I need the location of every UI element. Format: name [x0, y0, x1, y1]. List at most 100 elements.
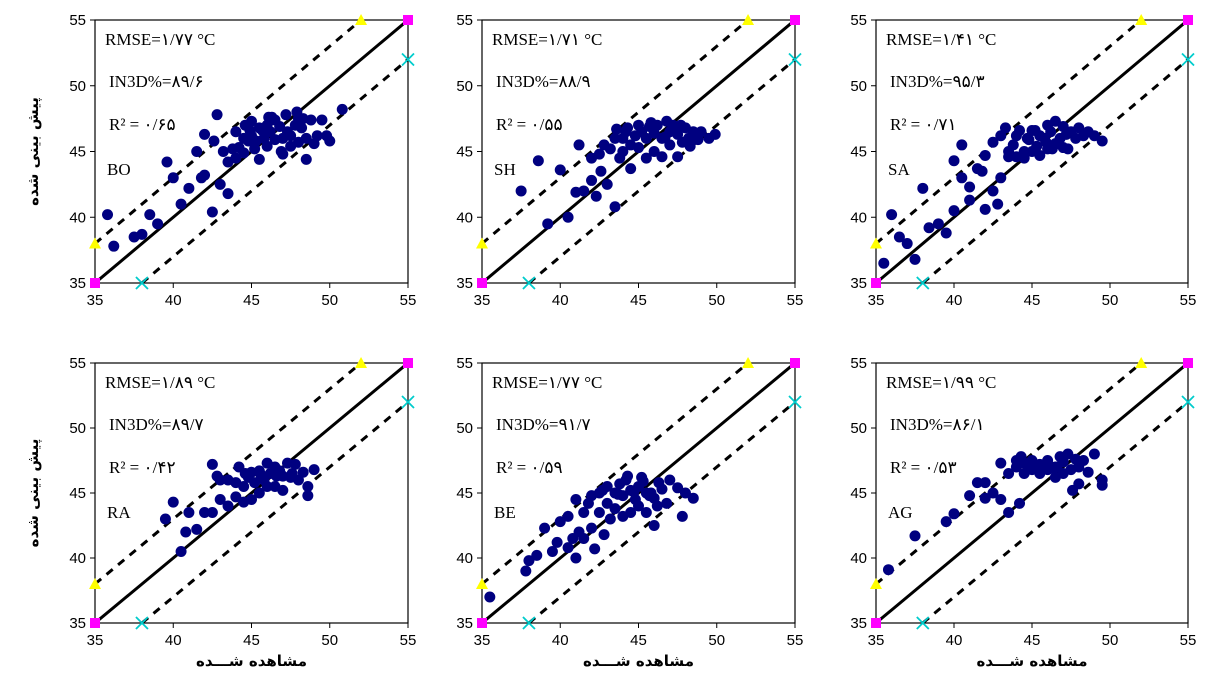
upper-bound-marker — [89, 237, 101, 249]
x-tick-label: 50 — [708, 292, 725, 309]
data-point — [274, 121, 286, 133]
data-point — [239, 468, 251, 479]
data-point — [311, 130, 323, 142]
upper-bound-marker — [89, 578, 101, 589]
one-to-one-marker — [871, 278, 881, 288]
data-point — [175, 546, 187, 557]
data-point — [578, 533, 590, 544]
data-point — [948, 508, 960, 520]
r-squared-label: R² = ۰/۷۱ — [890, 115, 957, 134]
data-point — [1096, 479, 1108, 491]
data-point — [222, 500, 234, 512]
data-point — [659, 131, 671, 143]
upper-bound-line — [95, 363, 363, 586]
y-tick-label: 40 — [69, 209, 86, 226]
data-point — [208, 135, 220, 147]
x-tick-label: 40 — [946, 632, 963, 649]
data-point — [211, 470, 223, 482]
data-point — [964, 181, 976, 193]
data-point — [253, 153, 265, 165]
x-tick-label: 45 — [630, 292, 647, 309]
data-point — [684, 140, 696, 152]
data-point — [289, 458, 301, 470]
data-point — [1031, 140, 1043, 152]
upper-bound-marker — [355, 357, 368, 368]
station-label: BE — [494, 503, 516, 522]
data-point — [183, 507, 195, 518]
y-tick-label: 45 — [850, 485, 867, 502]
data-point — [609, 503, 621, 515]
data-point — [909, 530, 921, 542]
lower-bound-line — [527, 58, 795, 283]
data-point — [1003, 468, 1015, 479]
data-point — [675, 119, 687, 131]
data-point — [238, 481, 250, 492]
data-point — [554, 516, 566, 528]
one-to-one-marker — [477, 618, 487, 628]
one-to-one-marker — [790, 15, 800, 25]
data-point — [625, 163, 637, 175]
data-point — [667, 119, 679, 131]
data-point — [664, 474, 676, 486]
data-point — [562, 510, 574, 522]
data-point — [1035, 460, 1047, 472]
data-point — [275, 146, 287, 157]
lower-bound-marker — [401, 52, 415, 67]
chart-panel-ag: 35 40 45 50 55 35 40 45 50 55 RMSE=۱/۹۹ °C IN3D%=۸۶… — [850, 355, 1196, 670]
x-axis-label: مشاهده شـــده — [977, 652, 1088, 670]
y-axis-label: پیش بینی شده — [24, 439, 43, 548]
data-point — [570, 552, 582, 564]
upper-bound-line — [482, 363, 750, 586]
data-point — [640, 132, 652, 144]
data-point — [214, 494, 226, 505]
data-point — [604, 143, 616, 155]
data-point — [532, 155, 544, 167]
data-point — [656, 151, 668, 163]
data-point — [651, 500, 663, 512]
one-to-one-line — [876, 363, 1188, 623]
data-point — [604, 513, 616, 525]
x-tick-label: 55 — [787, 292, 804, 309]
rmse-label: RMSE=۱/۸۹ °C — [105, 373, 215, 392]
data-point — [932, 218, 944, 230]
data-point — [893, 231, 905, 243]
r-squared-label: R² = ۰/۴۲ — [109, 458, 176, 477]
data-point — [199, 128, 211, 140]
data-point — [570, 494, 582, 505]
data-point — [230, 126, 242, 138]
data-point — [230, 491, 242, 503]
y-tick-label: 40 — [456, 550, 473, 567]
index-label: IN3D%=۹۱/۷ — [496, 415, 591, 434]
one-to-one-marker — [1183, 15, 1193, 25]
data-point — [542, 218, 554, 230]
y-tick-label: 35 — [69, 615, 86, 632]
x-tick-label: 50 — [708, 632, 725, 649]
x-tick-label: 45 — [1024, 632, 1041, 649]
lower-bound-marker — [135, 276, 149, 290]
data-point — [617, 146, 629, 157]
x-tick-label: 50 — [321, 292, 338, 309]
data-point — [271, 470, 283, 482]
chart-panel-sh: 35 40 45 50 55 35 40 45 50 55 RMSE=۱/۷۱ °C IN3D%=۸۸… — [456, 12, 803, 309]
y-tick-label: 55 — [456, 12, 473, 29]
y-tick-label: 40 — [850, 209, 867, 226]
y-tick-label: 35 — [456, 275, 473, 292]
data-point — [643, 121, 655, 133]
data-point — [206, 507, 218, 518]
y-axis-label: پیش بینی شده — [24, 97, 43, 206]
y-tick-label: 50 — [850, 78, 867, 95]
y-tick-label: 45 — [456, 485, 473, 502]
data-point — [656, 483, 668, 495]
data-point — [484, 591, 496, 603]
station-label: AG — [888, 503, 913, 522]
data-point — [964, 194, 976, 206]
upper-bound-marker — [1135, 14, 1148, 25]
data-point — [302, 490, 314, 502]
rmse-label: RMSE=۱/۴۱ °C — [886, 30, 996, 49]
data-point — [633, 500, 644, 512]
data-point — [1018, 152, 1030, 164]
data-point — [152, 218, 164, 230]
x-tick-label: 35 — [474, 292, 491, 309]
data-point — [640, 507, 652, 518]
